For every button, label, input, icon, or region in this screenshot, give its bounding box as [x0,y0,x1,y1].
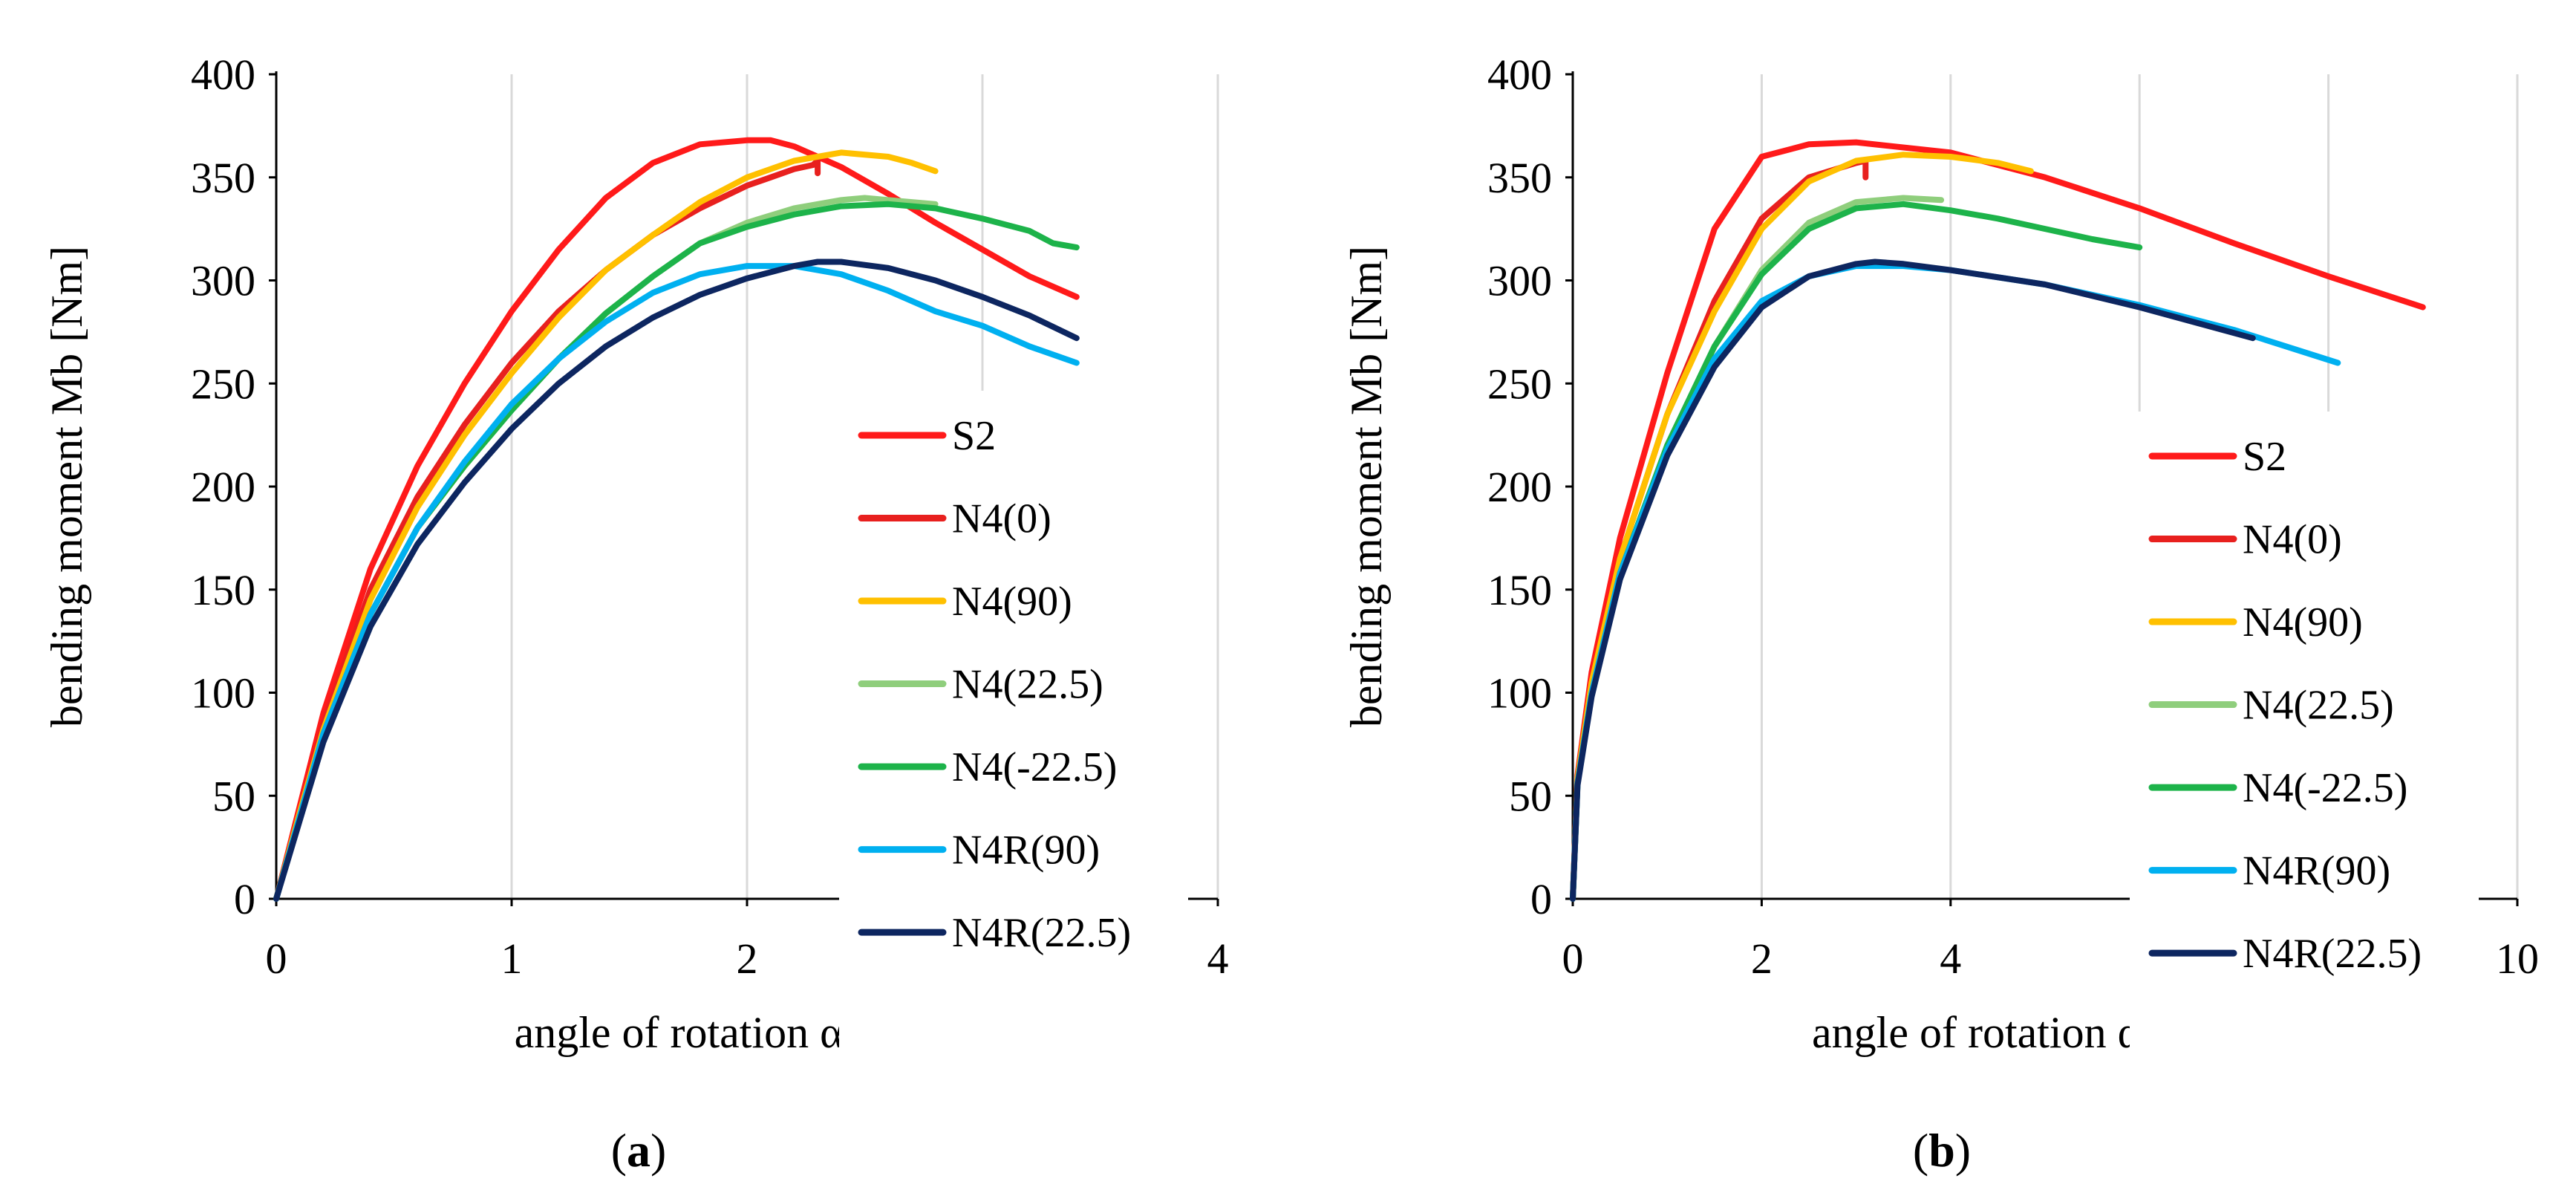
series-line-s2 [273,137,1080,902]
x-tick-label: 10 [2496,934,2539,983]
caption-close: ) [650,1124,666,1177]
y-tick-label: 400 [191,51,255,99]
series-line-n4-90 [273,149,939,902]
y-tick-label: 0 [234,875,255,923]
x-tick-label: 0 [1562,934,1584,983]
x-tick-label: 2 [1751,934,1773,983]
y-tick-label: 50 [1509,772,1552,820]
legend-box [839,391,1188,1105]
x-tick-label: 0 [266,934,287,983]
x-tick-label: 1 [501,934,523,983]
panel-caption: (a) [611,1124,667,1177]
y-tick-label: 200 [191,463,255,511]
series-line-n4r-22-5 [273,259,1080,902]
y-tick-label: 400 [1487,51,1552,99]
series-line-n4-22-5 [1570,201,2143,902]
y-axis-label: bending moment Mb [Nm] [42,246,91,727]
y-tick-label: 350 [1487,154,1552,202]
caption-close: ) [1955,1124,1971,1177]
legend-label: N4(90) [2243,599,2363,646]
x-tick-label: 2 [737,934,758,983]
legend-label: N4R(22.5) [2243,931,2422,977]
y-tick-label: 300 [191,257,255,305]
y-tick-label: 250 [1487,360,1552,408]
legend-box [2130,412,2479,1126]
legend-label: N4(-22.5) [2243,765,2407,811]
x-tick-label: 4 [1207,934,1229,983]
series-line-n4r-22-5 [1570,259,2256,902]
y-tick-label: 250 [191,360,255,408]
y-tick-label: 350 [191,154,255,202]
caption-open: ( [611,1124,627,1177]
y-tick-label: 150 [191,566,255,614]
chart-panel-a: 05010015020025030035040001234angle of ro… [42,51,1229,1177]
legend-label: N4(90) [952,579,1072,625]
panel-caption: (b) [1913,1124,1971,1177]
legend: S2 N4(0) N4(90) N4(22.5) N4(-22.5) N4R(90) N4R… [2130,412,2479,1126]
y-tick-label: 150 [1487,566,1552,614]
legend: S2 N4(0) N4(90) N4(22.5) N4(-22.5) N4R(90) N4R… [839,391,1188,1105]
legend-label: N4(-22.5) [952,744,1117,790]
series-line-n4-0 [273,157,821,902]
y-tick-label: 200 [1487,463,1552,511]
legend-label: N4R(90) [952,828,1100,874]
y-tick-label: 100 [191,669,255,718]
y-tick-label: 100 [1487,669,1552,718]
chart-panel-b: 0501001502002503003504000246810angle of … [1342,51,2539,1177]
series-line-s2 [1570,139,2426,902]
legend-label: N4R(90) [2243,848,2390,894]
series-line-n4r-90 [273,263,1080,902]
x-tick-label: 4 [1940,934,1961,983]
caption-open: ( [1913,1124,1928,1177]
legend-label: N4(22.5) [2243,683,2394,729]
legend-label: S2 [952,413,996,459]
legend-label: N4(0) [952,496,1051,542]
y-tick-label: 300 [1487,257,1552,305]
series-line-n4-22-5 [273,195,939,902]
y-tick-label: 50 [212,772,255,820]
caption-label: a [627,1124,650,1177]
y-tick-label: 0 [1530,875,1552,923]
legend-label: N4R(22.5) [952,910,1131,956]
legend-label: N4(0) [2243,517,2342,563]
caption-label: b [1928,1124,1955,1177]
legend-label: N4(22.5) [952,662,1103,708]
legend-label: S2 [2243,434,2286,480]
y-axis-label: bending moment Mb [Nm] [1342,246,1391,727]
